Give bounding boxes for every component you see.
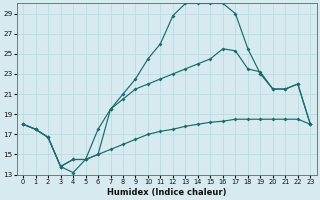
X-axis label: Humidex (Indice chaleur): Humidex (Indice chaleur) [107, 188, 227, 197]
